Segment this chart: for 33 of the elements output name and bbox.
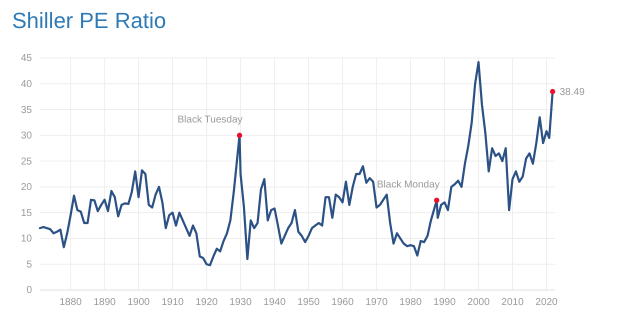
- x-tick-label: 1990: [433, 297, 456, 308]
- annotation: Black Tuesday: [177, 114, 243, 126]
- y-tick-label: 25: [20, 156, 32, 168]
- annotation: Black Monday: [376, 179, 440, 190]
- chart-title: Shiller PE Ratio: [12, 8, 166, 33]
- y-tick-label: 10: [20, 234, 32, 245]
- x-tick-label: 1950: [297, 297, 320, 308]
- x-tick-label: 1980: [399, 297, 422, 308]
- y-tick-label: 40: [20, 78, 32, 90]
- y-tick-label: 0: [26, 285, 32, 296]
- x-tick-label: 1900: [127, 297, 150, 308]
- y-tick-label: 5: [26, 259, 32, 270]
- x-tick-label: 1940: [263, 297, 286, 308]
- x-tick-label: 1880: [59, 297, 82, 308]
- y-tick-label: 15: [20, 208, 32, 219]
- point: [236, 132, 242, 138]
- y-tick-label: 30: [20, 130, 32, 142]
- y-tick-label: 45: [20, 53, 32, 64]
- x-tick-label: 2020: [535, 297, 558, 308]
- x-tick-label: 1970: [365, 297, 388, 308]
- annotation: 38.49: [560, 87, 586, 98]
- line-series: [38, 61, 554, 266]
- y-tick-label: 20: [20, 182, 32, 194]
- point: [434, 198, 440, 203]
- x-tick-label: 2000: [467, 297, 490, 308]
- x-tick-label: 1960: [331, 297, 354, 308]
- x-tick-label: 1930: [229, 297, 252, 308]
- x-tick-label: 1890: [93, 297, 116, 308]
- x-tick-label: 1910: [161, 297, 184, 308]
- point: [550, 88, 556, 94]
- x-tick-label: 2010: [501, 297, 524, 308]
- y-tick-label: 35: [20, 104, 32, 116]
- x-tick-label: 1920: [195, 297, 218, 308]
